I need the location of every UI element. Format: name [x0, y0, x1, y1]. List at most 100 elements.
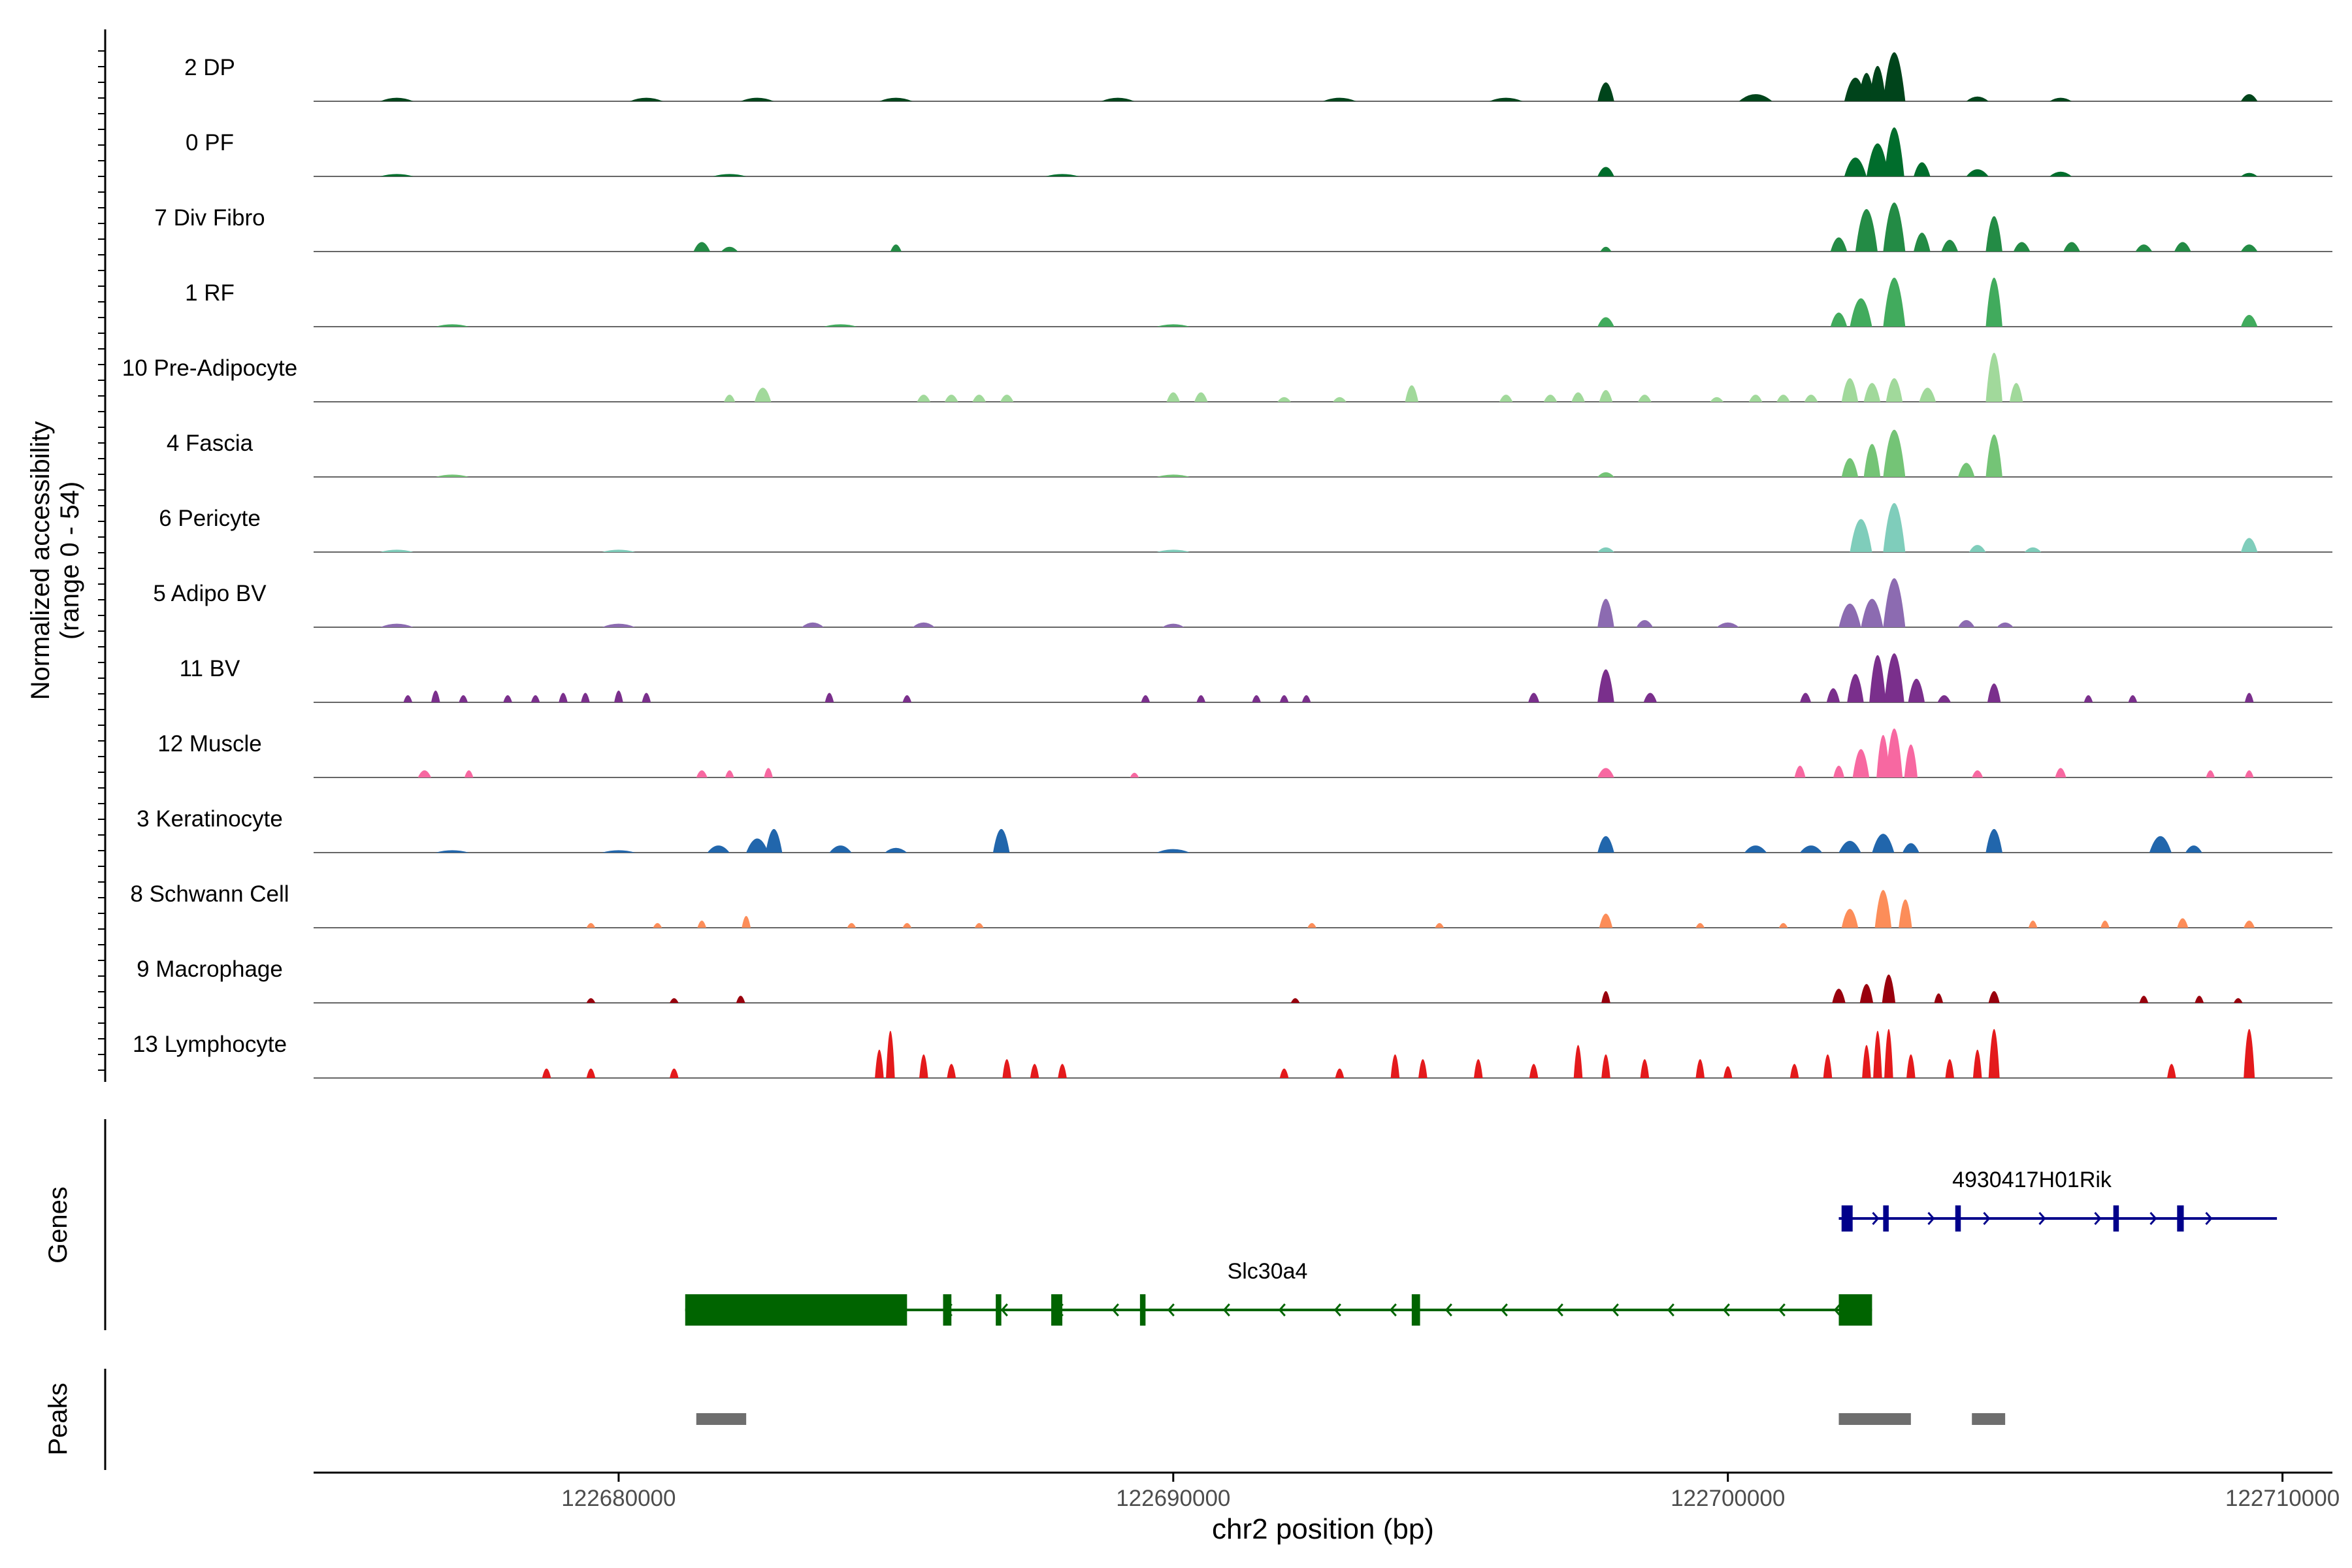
coverage-peak	[1957, 463, 1975, 477]
strand-arrow	[2038, 1212, 2046, 1225]
coverage-peak	[1800, 693, 1812, 702]
strand-arrow	[1278, 1303, 1286, 1316]
coverage-peak	[1130, 772, 1139, 777]
coverage-peak	[1855, 209, 1878, 252]
exon	[1411, 1294, 1420, 1326]
coverage-peak	[1543, 395, 1558, 402]
strand-arrow	[1722, 1303, 1730, 1316]
coverage-peak	[1597, 598, 1614, 627]
coverage-peak	[2050, 97, 2072, 101]
coverage-peak	[972, 395, 986, 402]
coverage-peak	[1886, 728, 1903, 777]
coverage-peak	[2055, 768, 2066, 777]
coverage-peak	[1850, 298, 1872, 327]
coverage-peak	[380, 174, 414, 176]
coverage-peak	[1800, 845, 1823, 853]
coverage-peak	[1156, 324, 1190, 327]
coverage-peak	[1823, 1054, 1833, 1078]
track-2: 0 PF	[186, 127, 2332, 177]
coverage-peak	[1883, 52, 1906, 101]
coverage-peak	[1957, 620, 1975, 627]
track-1: 2 DP	[184, 52, 2332, 102]
coverage-peak	[2139, 996, 2149, 1003]
peaks-track-label: Peaks	[44, 1382, 73, 1455]
coverage-peak	[2028, 921, 2038, 928]
coverage-peak	[1473, 1059, 1483, 1078]
coverage-peak	[1335, 1068, 1345, 1078]
coverage-peak	[2240, 538, 2258, 552]
coverage-peak	[1883, 578, 1906, 627]
coverage-y-ticks	[98, 50, 105, 1071]
coverage-peak	[1599, 913, 1613, 928]
coverage-peak	[765, 828, 783, 853]
strand-arrow	[1833, 1303, 1841, 1316]
coverage-peak	[1914, 233, 1931, 252]
track-4: 1 RF	[185, 278, 2332, 327]
coverage-peak	[947, 1064, 956, 1078]
coverage-peak	[1600, 246, 1612, 252]
coverage-peak	[1869, 655, 1886, 702]
coverage-peak	[1597, 167, 1614, 176]
coverage-peak	[2244, 921, 2255, 928]
track-label: 6 Pericyte	[159, 506, 261, 531]
coverage-peak	[669, 998, 679, 1003]
exon	[2177, 1205, 2184, 1232]
coverage-peak	[2128, 695, 2138, 702]
coverage-peak	[1872, 834, 1895, 853]
track-label: 9 Macrophage	[137, 956, 283, 982]
coverage-peak	[1744, 845, 1767, 853]
coverage-peak	[2233, 998, 2243, 1003]
coverage-peak	[1643, 693, 1658, 702]
coverage-peak	[1882, 974, 1896, 1003]
coverage-peak	[1390, 1054, 1400, 1078]
coverage-peak	[1908, 678, 1925, 702]
coverage-peak	[1972, 1049, 1982, 1078]
coverage-peak	[1529, 1064, 1539, 1078]
track-label: 2 DP	[184, 55, 235, 80]
coverage-peak	[669, 1068, 679, 1078]
coverage-peak	[713, 174, 747, 176]
coverage-peak	[1968, 545, 1986, 552]
coverage-peak	[1985, 828, 2002, 853]
coverage-peak	[2009, 383, 2023, 402]
coverage-peak	[1997, 622, 2014, 627]
coverage-peak	[1876, 735, 1890, 777]
coverage-peak	[1301, 695, 1311, 702]
strand-arrow	[2094, 1212, 2102, 1225]
coverage-peak	[1985, 434, 2002, 477]
coverage-peak	[1597, 547, 1614, 552]
coverage-peak	[1290, 998, 1300, 1003]
coverage-peak	[1141, 695, 1151, 702]
genes-track-label: Genes	[44, 1186, 73, 1264]
coverage-peak	[1988, 1029, 2000, 1078]
coverage-peak	[890, 244, 902, 252]
exon	[1051, 1294, 1063, 1326]
coverage-peak	[736, 996, 745, 1003]
coverage-peak	[1862, 1045, 1871, 1078]
coverage-peak	[1985, 278, 2002, 327]
coverage-peak	[2240, 94, 2258, 101]
coverage-peak	[886, 1030, 895, 1078]
coverage-peak	[823, 324, 857, 327]
coverage-peak	[1162, 623, 1184, 627]
coverage-peak	[417, 770, 431, 777]
coverage-peak	[431, 690, 440, 702]
coverage-peak	[602, 549, 636, 552]
coverage-peak	[403, 695, 413, 702]
coverage-peak	[1695, 923, 1705, 928]
coverage-peak	[1748, 395, 1763, 402]
coverage-peak	[2149, 836, 2172, 853]
coverage-peak	[1841, 378, 1859, 402]
coverage-peak	[1934, 993, 1944, 1003]
exon	[1883, 1205, 1889, 1232]
strand-arrow	[2205, 1212, 2213, 1225]
coverage-peak	[1058, 1064, 1067, 1078]
gene-name-label: 4930417H01Rik	[1952, 1168, 2112, 1192]
coverage-peak	[1597, 836, 1614, 853]
coverage-peak	[1794, 765, 1806, 777]
strand-arrow	[1445, 1303, 1452, 1316]
coverage-peak	[1279, 695, 1289, 702]
gene-name-label: Slc30a4	[1228, 1259, 1308, 1284]
coverage-peak	[1599, 389, 1613, 402]
